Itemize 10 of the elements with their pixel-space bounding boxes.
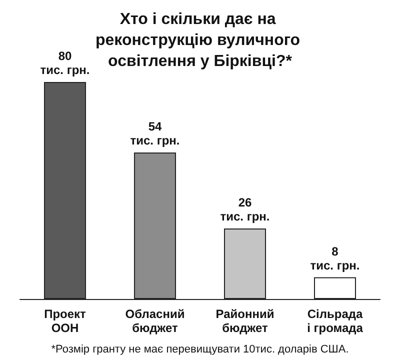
data-label: 80 тис. грн. bbox=[40, 49, 90, 77]
text: *Розмір гранту не має перевищувати 10тис. доларів США. bbox=[51, 344, 349, 356]
x-tick-label: Районний бюджет bbox=[216, 307, 274, 335]
data-label: 26 тис. грн. bbox=[220, 195, 270, 224]
x-tick-label: Проект ООН bbox=[44, 307, 86, 335]
x-tick-label: Обласний бюджет bbox=[125, 307, 185, 335]
data-label: 54 тис. грн. bbox=[130, 120, 180, 148]
data-label: 8 тис. грн. bbox=[310, 244, 360, 272]
x-tick-label: Сільрада і громада bbox=[307, 307, 364, 335]
chart-title: Хто і скільки дає на реконструкцію вуличного освітлення у Бірківці?* bbox=[95, 11, 305, 70]
